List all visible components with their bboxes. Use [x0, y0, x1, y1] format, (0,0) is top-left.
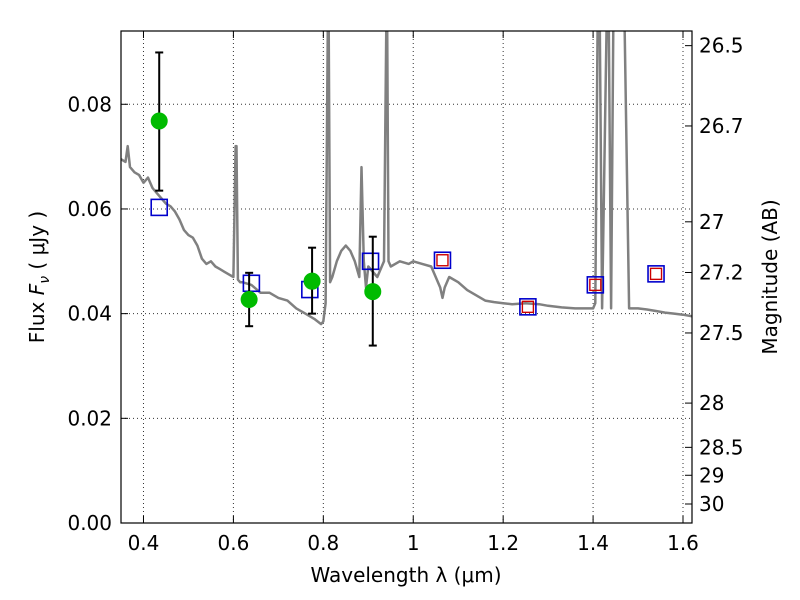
y-axis-label-nu: ν [37, 276, 53, 284]
mag-tick-label: 27 [699, 210, 724, 234]
detection-point [364, 283, 382, 301]
y-axis-label: Flux Fν ( μJy ) [25, 211, 53, 343]
mag-tick-label: 28.5 [699, 435, 744, 459]
mag-tick-label: 26.7 [699, 114, 744, 138]
data-layer [121, 31, 692, 347]
x-tick-label: 1.2 [487, 531, 519, 555]
predicted-photometry-marker [436, 254, 449, 267]
y-axis-label-f: F [25, 283, 49, 295]
tick-layer: 0.4 0.6 0.8 1 1.2 1.4 1.6 0.00 0.02 0.04 0.06 0.08 2… [67, 31, 744, 555]
y-tick-label: 0.08 [67, 92, 112, 116]
x-tick-label: 0.8 [307, 531, 339, 555]
y-tick-label: 0.04 [67, 302, 112, 326]
predicted-photometry-marker [649, 267, 663, 281]
model-photometry-marker [361, 252, 380, 271]
x-tick-label: 1.6 [667, 531, 699, 555]
y2-axis-label: Magnitude (AB) [758, 199, 782, 354]
y-tick-label: 0.00 [67, 511, 112, 535]
mag-tick-label: 30 [699, 492, 724, 516]
model-photometry-marker [150, 198, 169, 217]
mag-tick-label: 27.5 [699, 321, 744, 345]
model-photometry-marker [433, 251, 452, 270]
detection-point [240, 291, 258, 309]
x-tick-label: 1.4 [577, 531, 609, 555]
model-photometry-marker [519, 298, 537, 316]
x-axis-label: Wavelength λ (μm) [310, 563, 501, 587]
y-axis-label-flux: Flux [25, 295, 49, 343]
mag-tick-label: 28 [699, 391, 724, 415]
model-photometry-marker [647, 265, 665, 283]
x-tick-label: 0.4 [128, 531, 160, 555]
predicted-photometry-marker [589, 278, 602, 292]
model-spectrum-line [121, 31, 692, 326]
x-tick-label: 1 [407, 531, 420, 555]
mag-tick-label: 29 [699, 463, 724, 487]
y-axis-label-unit: ( μJy ) [25, 211, 49, 276]
mag-tick-label: 26.5 [699, 34, 744, 58]
predicted-photometry-marker [521, 300, 535, 314]
y-tick-label: 0.02 [67, 406, 112, 430]
mag-tick-label: 27.2 [699, 260, 744, 284]
model-photometry-marker [242, 274, 261, 293]
model-photometry-marker [586, 276, 605, 294]
x-tick-label: 0.6 [217, 531, 249, 555]
detection-point [150, 112, 168, 130]
plot-frame [120, 30, 693, 524]
detection-point [303, 272, 321, 290]
y-tick-label: 0.06 [67, 197, 112, 221]
